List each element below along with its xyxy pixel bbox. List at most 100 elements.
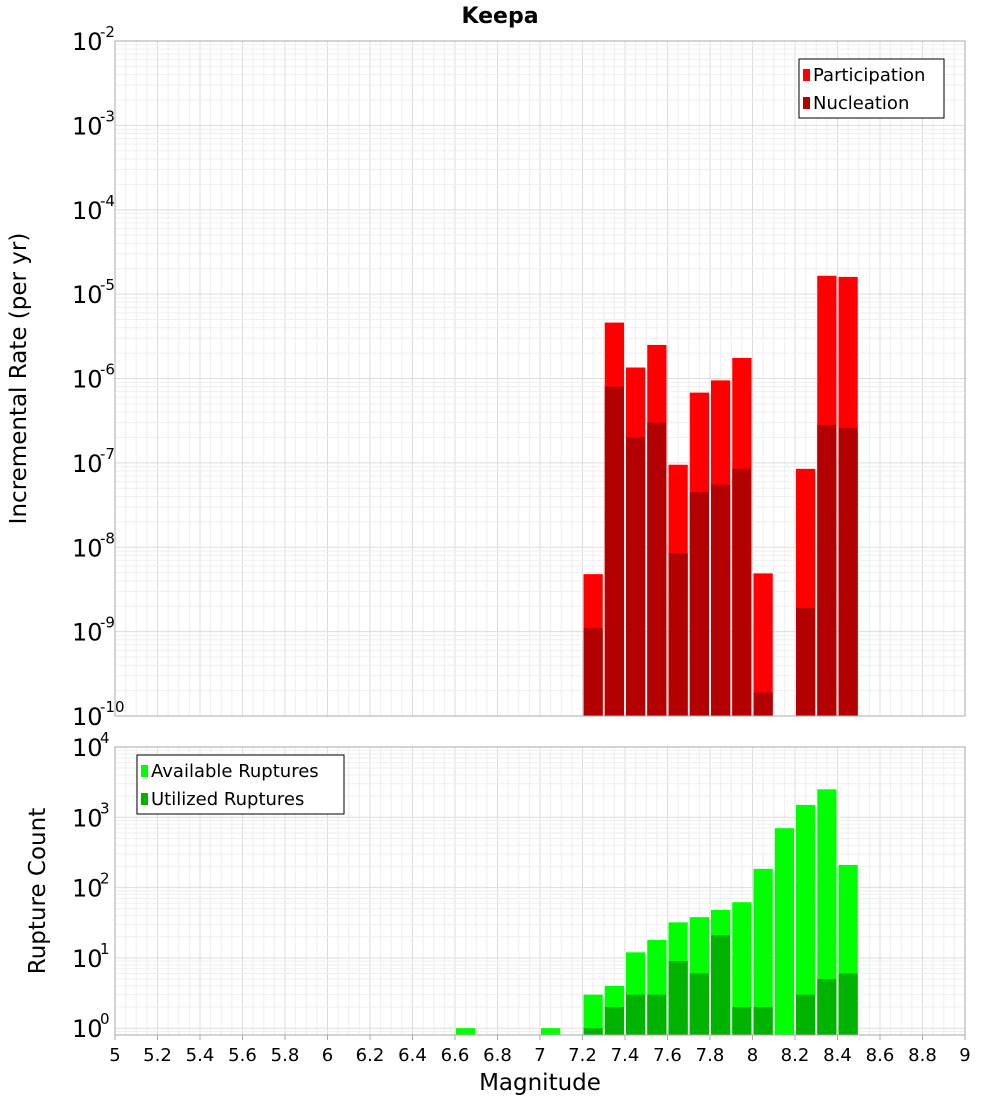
count-y-tick-label: 10 bbox=[72, 804, 103, 832]
rate-y-axis-label: Incremental Rate (per yr) bbox=[6, 233, 32, 525]
count-y-tick-exponent: 0 bbox=[100, 1010, 110, 1028]
x-tick-label: 5 bbox=[109, 1045, 120, 1066]
rate-legend-box bbox=[798, 58, 945, 119]
rate-legend-label: Participation bbox=[813, 65, 925, 86]
rate-bar bbox=[583, 628, 603, 716]
count-legend-swatch bbox=[141, 765, 148, 777]
rate-legend-swatch bbox=[803, 97, 810, 109]
rate-y-tick-exponent: -2 bbox=[100, 23, 115, 41]
x-tick-label: 6 bbox=[322, 1045, 333, 1066]
rate-y-tick-label: 10 bbox=[72, 534, 103, 562]
count-y-tick-exponent: 1 bbox=[100, 940, 110, 958]
x-tick-label: 9 bbox=[959, 1045, 970, 1066]
rate-bar bbox=[668, 553, 688, 716]
rate-bar bbox=[711, 484, 731, 716]
rate-bar bbox=[647, 422, 667, 716]
count-y-tick-label: 10 bbox=[72, 1015, 103, 1043]
rate-y-tick-label: 10 bbox=[72, 619, 103, 647]
rate-y-tick-label: 10 bbox=[72, 281, 103, 309]
x-tick-label: 5.6 bbox=[228, 1045, 257, 1066]
rate-series-1 bbox=[583, 386, 858, 716]
rate-y-tick-exponent: -4 bbox=[100, 192, 115, 210]
chart-title: Keepa bbox=[461, 4, 538, 29]
x-tick-label: 5.2 bbox=[143, 1045, 172, 1066]
count-bar bbox=[668, 961, 688, 1035]
count-legend-label: Available Ruptures bbox=[151, 761, 319, 782]
x-tick-label: 8.4 bbox=[823, 1045, 852, 1066]
count-bar bbox=[796, 994, 816, 1035]
rate-bar bbox=[626, 437, 646, 716]
rate-y-tick-label: 10 bbox=[72, 197, 103, 225]
x-tick-label: 5.8 bbox=[271, 1045, 300, 1066]
count-bar bbox=[817, 979, 837, 1035]
count-series-1 bbox=[583, 935, 858, 1035]
count-bar bbox=[689, 973, 709, 1035]
count-bar bbox=[583, 1028, 603, 1035]
x-tick-label: 5.4 bbox=[186, 1045, 215, 1066]
rate-legend: Participation Nucleation bbox=[798, 58, 945, 119]
x-tick-label: 8.8 bbox=[908, 1045, 937, 1066]
rate-bar bbox=[796, 608, 816, 716]
count-bar bbox=[604, 1007, 624, 1035]
count-bar bbox=[774, 828, 794, 1035]
count-y-tick-label: 10 bbox=[72, 945, 103, 973]
x-tick-label: 8 bbox=[747, 1045, 758, 1066]
x-tick-label: 6.8 bbox=[483, 1045, 512, 1066]
count-bar bbox=[732, 902, 752, 1035]
count-bar bbox=[456, 1028, 476, 1035]
count-bar bbox=[753, 868, 773, 1035]
count-legend-swatch bbox=[141, 793, 148, 805]
x-tick-label: 6.4 bbox=[398, 1045, 427, 1066]
count-y-tick-label: 10 bbox=[72, 734, 103, 762]
rate-bar bbox=[817, 425, 837, 716]
x-tick-label: 7.4 bbox=[611, 1045, 640, 1066]
rate-y-tick-exponent: -8 bbox=[100, 529, 115, 547]
rate-legend-swatch bbox=[803, 69, 810, 81]
rate-y-tick-label: 10 bbox=[72, 28, 103, 56]
rate-y-tick-exponent: -7 bbox=[100, 445, 115, 463]
rate-legend-label: Nucleation bbox=[813, 93, 909, 114]
x-tick-label: 7.2 bbox=[568, 1045, 597, 1066]
count-y-tick-exponent: 4 bbox=[100, 729, 110, 747]
rate-bar bbox=[689, 492, 709, 716]
x-tick-label: 7.6 bbox=[653, 1045, 682, 1066]
x-tick-label: 6.2 bbox=[356, 1045, 385, 1066]
rate-bar bbox=[732, 468, 752, 716]
x-axis-label: Magnitude bbox=[479, 1070, 601, 1096]
x-tick-label: 6.6 bbox=[441, 1045, 470, 1066]
rate-y-tick-label: 10 bbox=[72, 450, 103, 478]
rate-y-tick-exponent: -5 bbox=[100, 276, 115, 294]
rate-y-tick-exponent: -6 bbox=[100, 361, 115, 379]
rate-y-tick-label: 10 bbox=[72, 112, 103, 140]
rate-bar bbox=[753, 573, 773, 716]
rate-y-tick-exponent: -9 bbox=[100, 614, 115, 632]
count-bar bbox=[796, 804, 816, 1035]
rate-y-tick-exponent: -3 bbox=[100, 107, 115, 125]
count-bar bbox=[647, 994, 667, 1035]
count-y-axis-label: Rupture Count bbox=[25, 808, 51, 974]
count-y-tick-exponent: 2 bbox=[100, 870, 110, 888]
count-bar bbox=[732, 1007, 752, 1035]
rate-y-tick-label: 10 bbox=[72, 703, 103, 731]
count-bar bbox=[753, 1007, 773, 1035]
rate-bar bbox=[604, 386, 624, 716]
x-tick-label: 7 bbox=[534, 1045, 545, 1066]
count-bar bbox=[583, 994, 603, 1035]
count-bar bbox=[541, 1028, 561, 1035]
count-y-tick-label: 10 bbox=[72, 875, 103, 903]
x-tick-label: 8.6 bbox=[866, 1045, 895, 1066]
count-y-tick-exponent: 3 bbox=[100, 799, 110, 817]
count-legend-box bbox=[136, 754, 345, 815]
count-bar bbox=[817, 789, 837, 1035]
rate-gridlines bbox=[114, 41, 966, 717]
rate-y-tick-label: 10 bbox=[72, 366, 103, 394]
count-bar bbox=[626, 994, 646, 1035]
rate-bar bbox=[838, 427, 858, 716]
rate-y-tick-exponent: -10 bbox=[100, 698, 125, 716]
count-legend-label: Utilized Ruptures bbox=[151, 789, 304, 810]
count-legend: Available Ruptures Utilized Ruptures bbox=[136, 754, 345, 815]
rate-bar bbox=[753, 692, 773, 716]
count-bar bbox=[838, 973, 858, 1035]
